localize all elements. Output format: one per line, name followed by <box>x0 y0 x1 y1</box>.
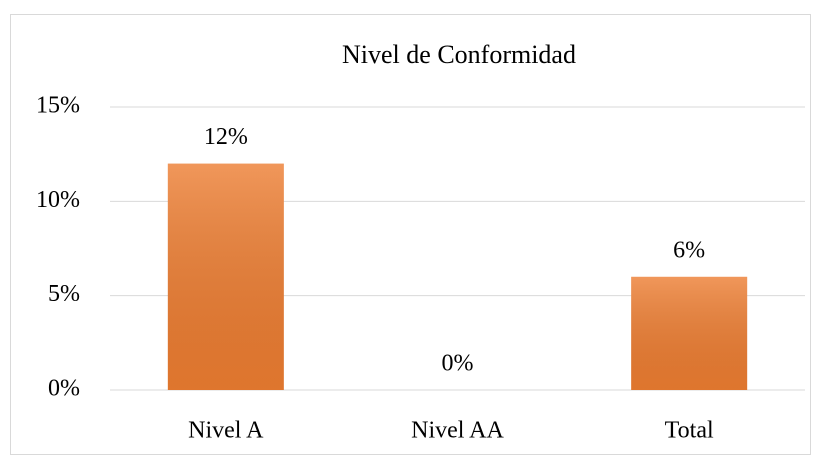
bar <box>167 163 284 390</box>
y-tick-label: 10% <box>36 187 80 213</box>
y-tick-label: 0% <box>48 376 80 402</box>
bar <box>631 276 748 390</box>
data-label: 0% <box>442 351 474 377</box>
chart-title: Nivel de Conformidad <box>342 40 576 69</box>
x-tick-label: Total <box>665 418 714 444</box>
x-tick-label: Nivel A <box>188 418 264 444</box>
y-tick-label: 5% <box>48 281 80 307</box>
data-label: 12% <box>204 124 248 150</box>
x-tick-label: Nivel AA <box>411 418 504 444</box>
data-label: 6% <box>673 237 705 263</box>
y-tick-label: 15% <box>36 93 80 119</box>
